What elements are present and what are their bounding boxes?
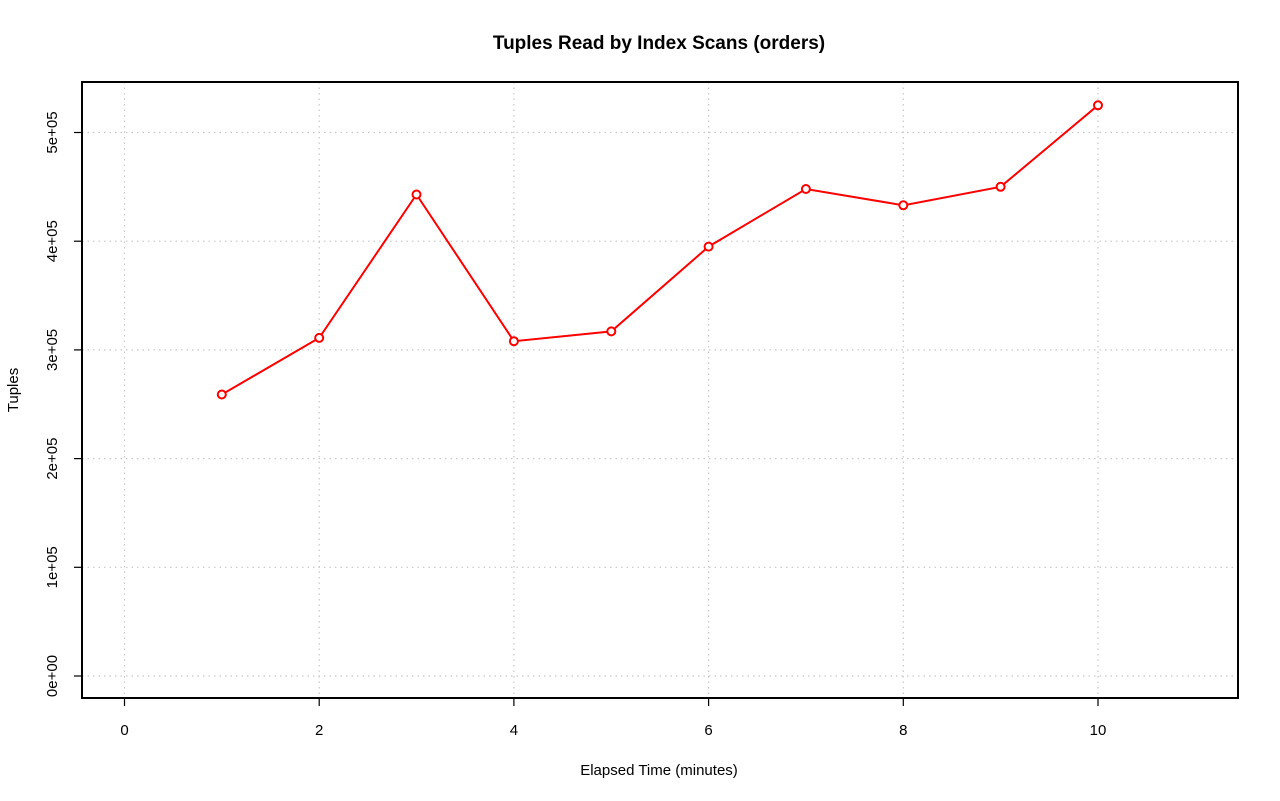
series-line bbox=[221, 104, 1099, 396]
data-point bbox=[703, 241, 714, 252]
x-axis-label: Elapsed Time (minutes) bbox=[580, 762, 738, 779]
axis-ticks: 0 2 4 6 8 10 0e+00 1e+05 2e+05 3e+05 4e+05 5e+05 bbox=[44, 111, 1106, 739]
x-tick-label: 10 bbox=[1090, 722, 1107, 739]
x-tick-label: 2 bbox=[315, 722, 323, 739]
x-tick-label: 8 bbox=[899, 722, 907, 739]
x-tick-label: 4 bbox=[510, 722, 518, 739]
y-axis-label: Tuples bbox=[5, 368, 22, 412]
y-tick-label: 3e+05 bbox=[44, 329, 61, 371]
data-point bbox=[508, 336, 519, 347]
data-point bbox=[411, 189, 422, 200]
y-tick-label: 0e+00 bbox=[44, 655, 61, 697]
data-point bbox=[606, 326, 617, 337]
plot-frame bbox=[81, 81, 1239, 699]
series bbox=[216, 100, 1103, 400]
grid bbox=[82, 82, 1238, 698]
data-point bbox=[314, 332, 325, 343]
y-tick-label: 5e+05 bbox=[44, 111, 61, 153]
data-point bbox=[1093, 100, 1103, 111]
data-point bbox=[898, 200, 909, 211]
data-point bbox=[800, 184, 811, 194]
y-tick-label: 4e+05 bbox=[44, 220, 61, 262]
data-point bbox=[995, 181, 1006, 192]
data-point bbox=[216, 389, 227, 400]
y-tick-label: 2e+05 bbox=[44, 438, 61, 480]
x-tick-label: 0 bbox=[120, 722, 128, 739]
x-tick-label: 6 bbox=[704, 722, 712, 739]
y-tick-label: 1e+05 bbox=[44, 546, 61, 588]
chart-title: Tuples Read by Index Scans (orders) bbox=[493, 33, 825, 54]
